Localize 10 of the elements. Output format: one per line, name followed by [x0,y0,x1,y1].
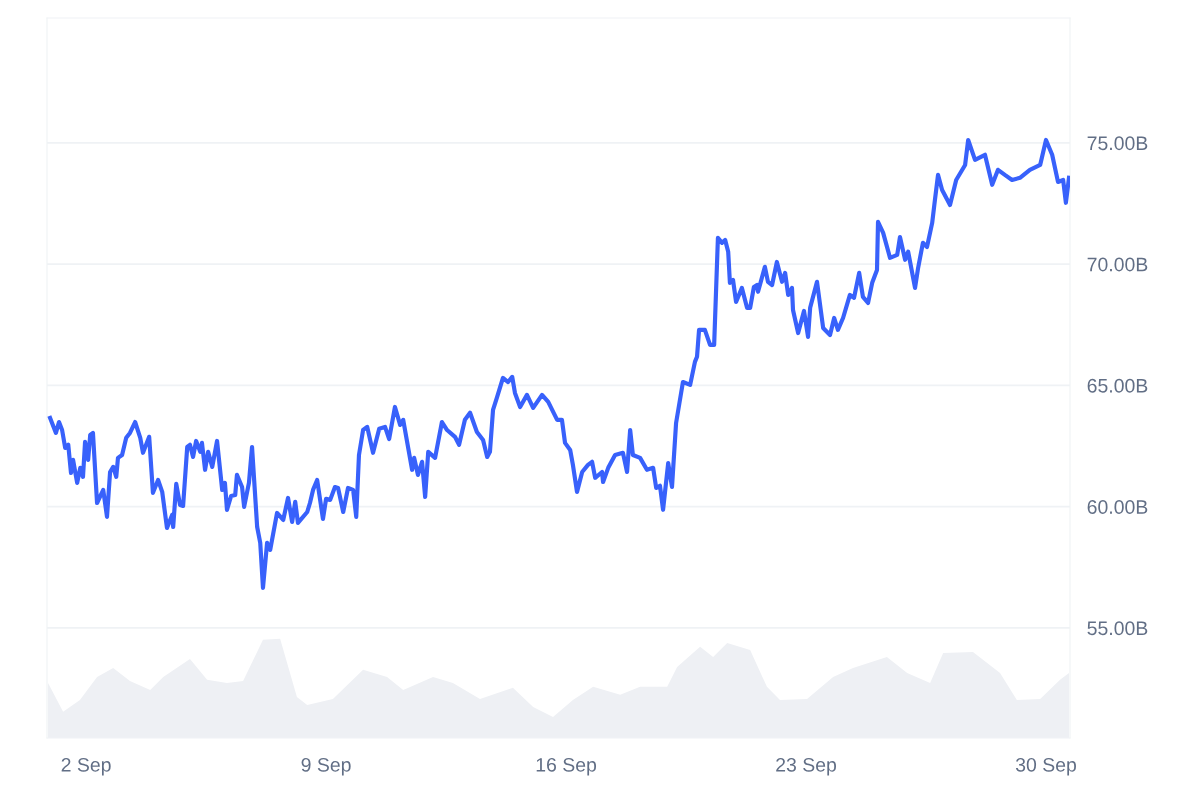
y-tick-label: 55.00B [1087,621,1148,636]
x-tick-label: 23 Sep [776,757,837,776]
y-tick-label: 60.00B [1087,500,1148,514]
y-tick-label: 75.00B [1087,136,1148,151]
y-tick-label: 70.00B [1087,257,1148,272]
x-tick-label: 30 Sep [1015,757,1076,776]
x-tick-label: 16 Sep [536,757,597,776]
x-tick-label: 9 Sep [301,757,351,776]
x-tick-label: 2 Sep [61,757,111,776]
y-tick-label: 65.00B [1087,378,1148,393]
